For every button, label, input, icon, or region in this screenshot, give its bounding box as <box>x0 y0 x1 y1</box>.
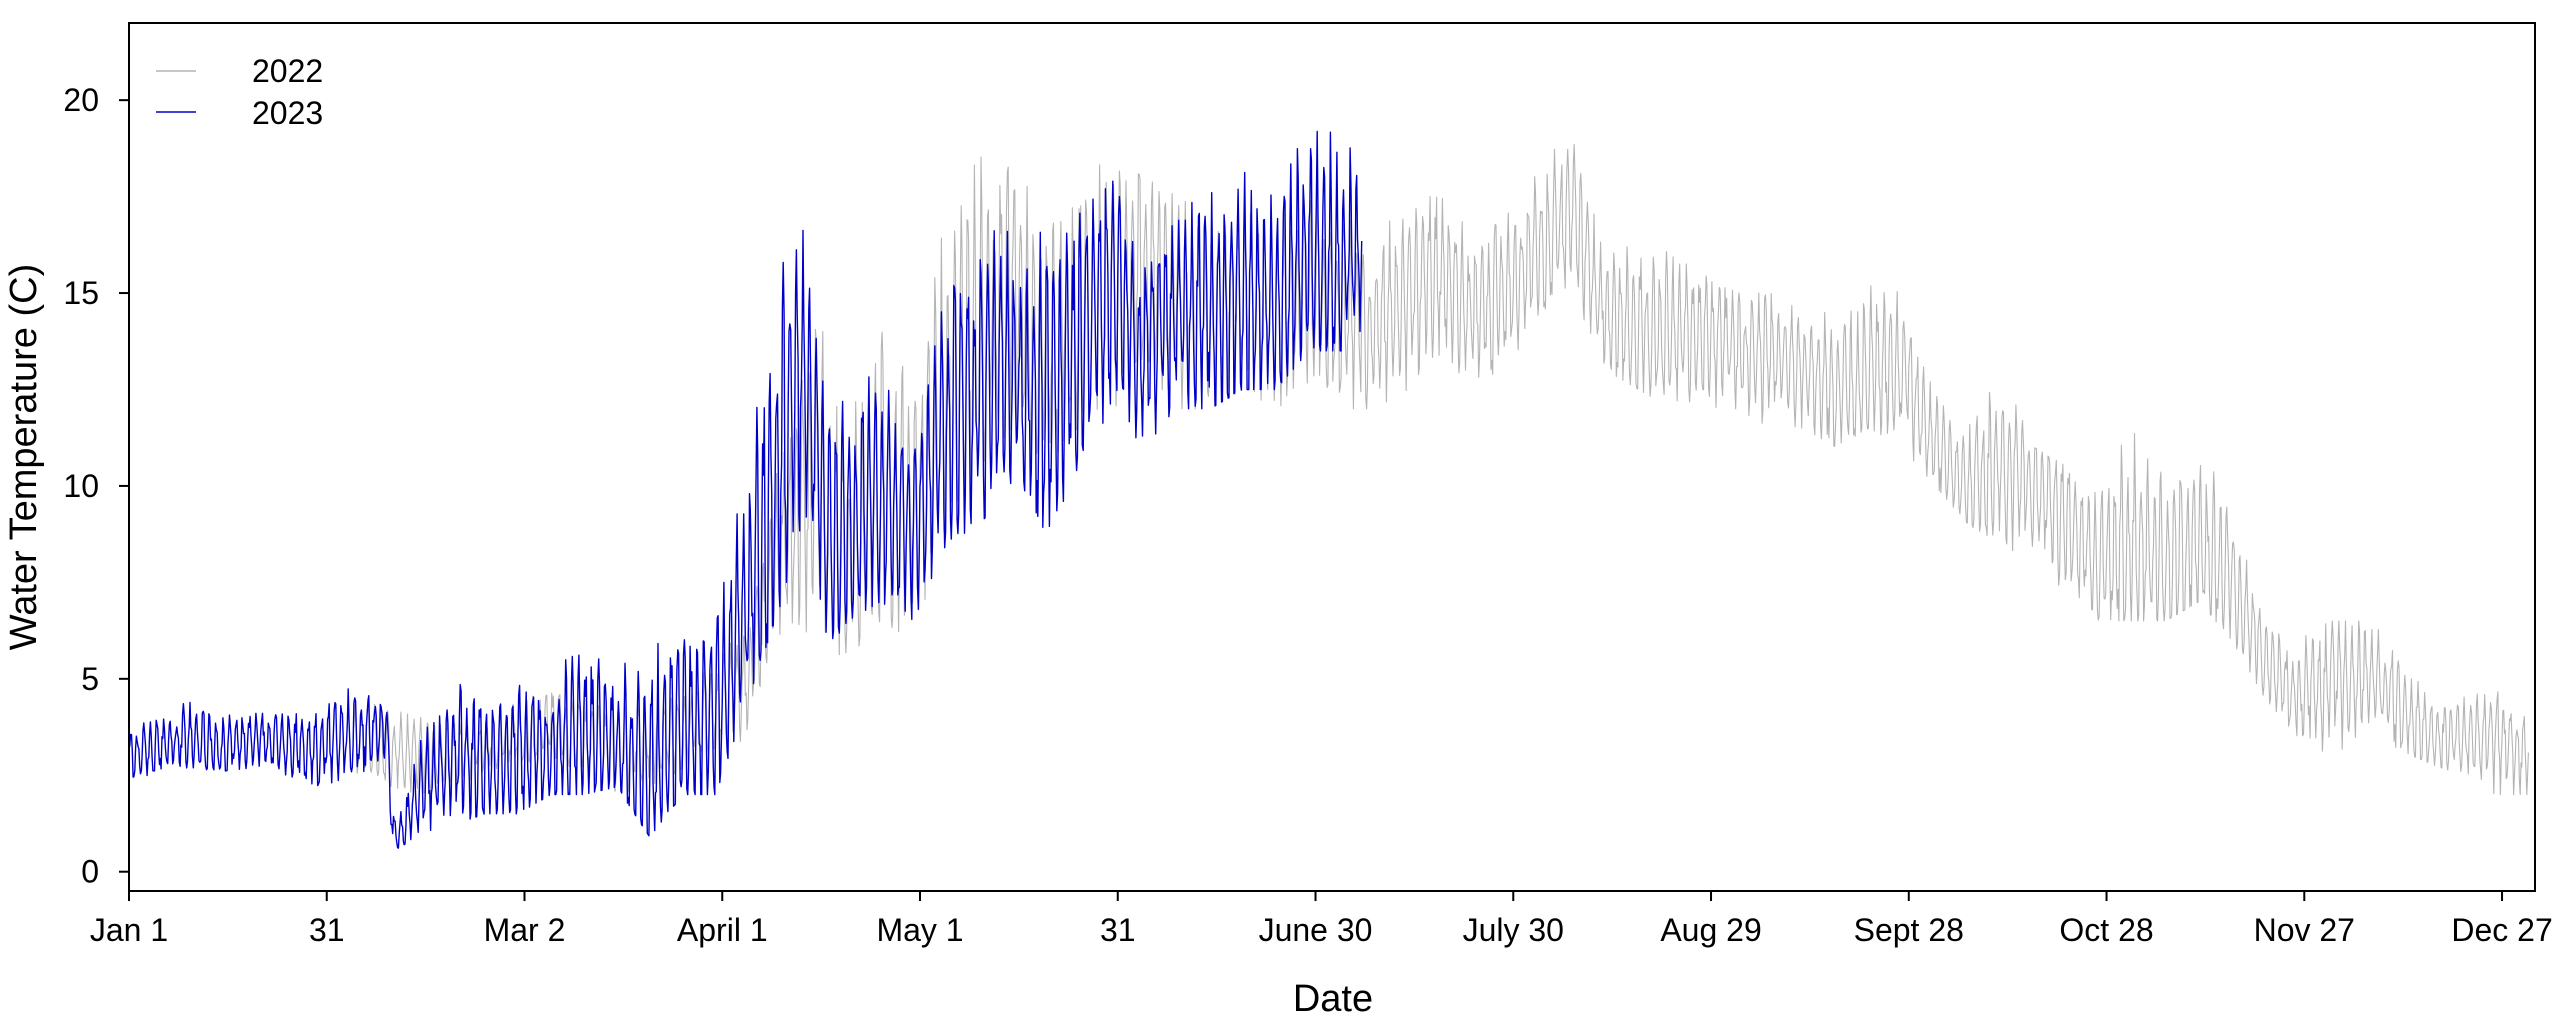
legend: 2022 2023 <box>156 53 323 131</box>
y-tick-label: 5 <box>81 661 99 697</box>
x-tick-label: June 30 <box>1259 912 1373 948</box>
series-layer <box>128 130 2529 849</box>
x-tick-label: Sept 28 <box>1854 912 1964 948</box>
x-axis: Jan 1 31 Mar 2 April 1 May 1 31 June 30 July 30… <box>90 891 2553 948</box>
y-tick-label: 15 <box>63 275 99 311</box>
legend-label-2023: 2023 <box>252 95 323 131</box>
y-tick-label: 10 <box>63 468 99 504</box>
x-tick-label: 31 <box>309 912 345 948</box>
y-axis-title: Water Temperature (C) <box>3 264 45 650</box>
x-tick-label: Mar 2 <box>484 912 566 948</box>
x-tick-label: April 1 <box>677 912 768 948</box>
x-axis-title: Date <box>1293 978 1373 1020</box>
x-tick-label: Jan 1 <box>90 912 168 948</box>
x-tick-label: Oct 28 <box>2059 912 2153 948</box>
series-line-2023 <box>128 130 1363 849</box>
legend-label-2022: 2022 <box>252 53 323 89</box>
x-tick-label: July 30 <box>1463 912 1564 948</box>
y-tick-label: 20 <box>63 82 99 118</box>
x-tick-label: Nov 27 <box>2254 912 2355 948</box>
x-tick-label: 31 <box>1100 912 1136 948</box>
y-axis: 0 5 10 15 20 <box>63 82 129 890</box>
x-tick-label: May 1 <box>876 912 963 948</box>
y-tick-label: 0 <box>81 854 99 890</box>
plot-frame <box>128 22 2536 892</box>
x-tick-label: Aug 29 <box>1660 912 1761 948</box>
x-tick-label: Dec 27 <box>2451 912 2552 948</box>
